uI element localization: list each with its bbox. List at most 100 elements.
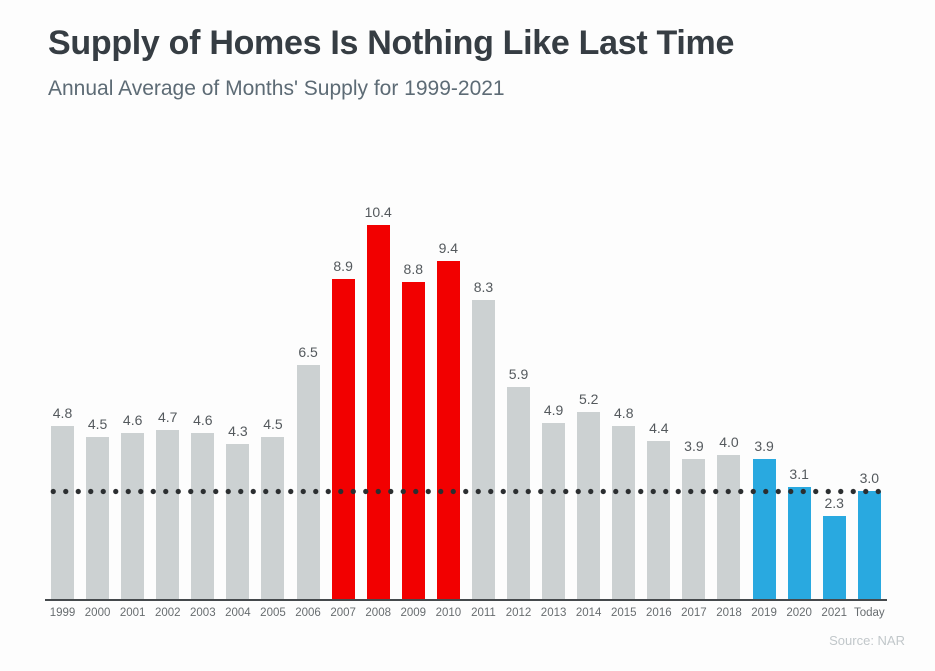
bar-value-label: 4.9	[543, 401, 564, 418]
x-axis-label: 2016	[646, 607, 672, 619]
x-axis-label: 2006	[295, 607, 321, 619]
bar-value-label: 3.1	[789, 466, 809, 483]
bar-group-2001: 4.6	[115, 412, 150, 599]
bar-group-2003: 4.6	[185, 412, 220, 599]
bar-2007	[331, 278, 355, 599]
bar-2004	[226, 444, 250, 599]
bar-group-2000: 4.5	[80, 416, 115, 599]
bar-today	[857, 491, 881, 599]
bar-value-label: 8.8	[403, 261, 424, 278]
bar-value-label: 8.3	[473, 279, 494, 296]
bar-value-label: 5.2	[578, 390, 599, 407]
x-axis-label: Today	[853, 607, 885, 619]
x-axis-label: 1999	[49, 607, 76, 619]
bar-2005	[261, 437, 285, 599]
bar-value-label: 9.4	[438, 239, 459, 256]
bar-group-2011: 8.3	[466, 279, 501, 599]
bar-value-label: 8.9	[333, 257, 353, 274]
source-note: Source: NAR	[829, 633, 905, 648]
bar-2014	[577, 411, 601, 599]
x-axis: 1999 2000 2001 2002 2003 2004 2005 2006 2007 2008…	[45, 607, 887, 619]
x-axis-label: 2002	[154, 607, 181, 619]
bar-value-label: 4.5	[263, 416, 283, 432]
bar-group-2013: 4.9	[536, 402, 571, 599]
x-axis-label: 2000	[84, 607, 111, 619]
bar-2019	[752, 458, 776, 599]
chart-header: Supply of Homes Is Nothing Like Last Tim…	[48, 24, 734, 101]
x-axis-label: 2010	[435, 607, 462, 619]
bar-2015	[612, 426, 636, 599]
x-axis-label: 2013	[540, 607, 567, 619]
bar-2003	[191, 433, 215, 599]
x-axis-label: 2015	[610, 607, 637, 619]
x-axis-label: 2003	[190, 607, 216, 619]
bar-group-2004: 4.3	[220, 423, 255, 599]
bar-group-2010: 9.4	[431, 240, 466, 599]
x-axis-label: 2017	[681, 607, 707, 619]
bar-value-label: 3.0	[859, 470, 880, 486]
x-axis-label: 2020	[786, 607, 812, 619]
x-axis-label: 2004	[225, 607, 251, 619]
bar-group-2015: 4.8	[606, 405, 641, 599]
bar-group-2018: 4.0	[711, 434, 746, 599]
x-axis-label: 2012	[505, 607, 532, 619]
bar-value-label: 10.4	[364, 203, 392, 220]
bar-2006	[296, 365, 320, 599]
bar-value-label: 4.8	[52, 405, 73, 422]
bar-1999	[51, 426, 74, 599]
bar-2013	[542, 422, 566, 599]
bar-group-2020: 3.1	[782, 466, 817, 599]
bar-value-label: 6.5	[298, 344, 318, 360]
bar-value-label: 4.5	[87, 416, 108, 432]
bar-2008	[366, 224, 390, 599]
bar-group-2021: 2.3	[817, 495, 852, 599]
x-axis-label: 2021	[821, 607, 848, 619]
bar-2018	[717, 455, 741, 599]
bar-value-label: 4.6	[122, 412, 143, 429]
bar-value-label: 4.7	[158, 408, 178, 425]
bar-value-label: 3.9	[754, 437, 774, 454]
x-axis-label: 2018	[716, 607, 742, 619]
bar-value-label: 4.8	[614, 405, 634, 422]
bar-2021	[822, 516, 846, 599]
bar-2016	[647, 440, 671, 599]
bar-2012	[507, 386, 531, 599]
x-axis-label: 2005	[260, 607, 286, 619]
bar-2000	[86, 437, 110, 599]
chart-title: Supply of Homes Is Nothing Like Last Tim…	[48, 24, 735, 62]
bar-2020	[787, 487, 811, 599]
x-axis-label: 2007	[330, 607, 356, 619]
plot-area: 4.8 4.5 4.6 4.7 4.6 4.3 4.5 6.5 8.9 10.4 8.8 9.4 8.3…	[45, 140, 887, 601]
bar-group-2005: 4.5	[255, 416, 290, 599]
bar-group-2016: 4.4	[641, 420, 676, 599]
bar-2002	[156, 429, 180, 599]
bar-2001	[121, 433, 145, 599]
x-axis-label: 2001	[119, 607, 146, 619]
bar-2009	[401, 282, 425, 599]
x-axis-label: 2014	[575, 607, 602, 619]
bar-group-2017: 3.9	[676, 438, 711, 599]
bar-2010	[436, 260, 460, 599]
bar-group-today: 3.0	[852, 470, 887, 599]
bar-2011	[471, 300, 495, 599]
bar-group-2007: 8.9	[326, 258, 361, 599]
bar-value-label: 4.4	[649, 419, 669, 436]
bar-group-2012: 5.9	[501, 366, 536, 599]
bar-value-label: 4.3	[228, 423, 248, 440]
bar-group-2002: 4.7	[150, 409, 185, 599]
x-axis-label: 2008	[365, 607, 391, 619]
x-axis-label: 2011	[471, 607, 496, 619]
bar-value-label: 5.9	[508, 365, 529, 382]
bar-group-2008: 10.4	[361, 204, 396, 599]
x-axis-label: 2009	[400, 607, 427, 619]
bar-group-2019: 3.9	[747, 438, 782, 599]
bar-value-label: 4.0	[719, 434, 739, 450]
chart-subtitle: Annual Average of Months' Supply for 199…	[48, 77, 505, 101]
bar-chart: 4.8 4.5 4.6 4.7 4.6 4.3 4.5 6.5 8.9 10.4 8.8 9.4 8.3…	[45, 140, 887, 619]
bar-2017	[682, 458, 706, 599]
bar-value-label: 4.6	[193, 412, 213, 429]
bar-group-2014: 5.2	[571, 391, 606, 599]
bar-group-2009: 8.8	[396, 261, 431, 599]
bar-group-1999: 4.8	[45, 405, 80, 599]
